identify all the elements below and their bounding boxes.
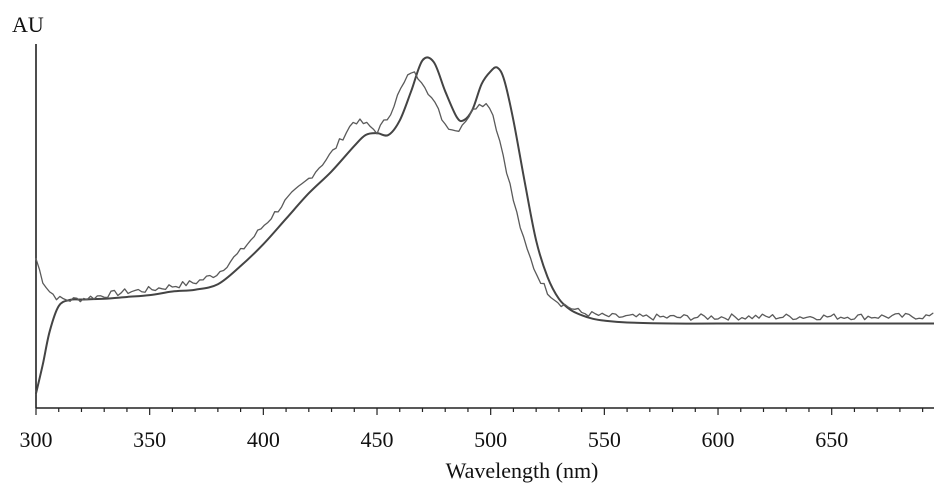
plot-area: 300 350 400 450 500 550 600 650 [20,44,934,452]
x-axis-label: Wavelength (nm) [446,458,599,483]
x-tick-label: 650 [815,427,848,452]
series-line-2 [35,71,934,321]
x-tick-label: 600 [702,427,735,452]
x-tick-label: 350 [133,427,166,452]
x-ticks: 300 350 400 450 500 550 600 650 [20,408,924,452]
x-tick-label: 400 [247,427,280,452]
x-tick-label: 450 [361,427,394,452]
series-layer [35,56,934,395]
series-line-1 [35,56,934,395]
x-tick-label: 500 [474,427,507,452]
x-tick-label: 550 [588,427,621,452]
y-axis-label: AU [12,12,44,37]
x-tick-label: 300 [20,427,53,452]
